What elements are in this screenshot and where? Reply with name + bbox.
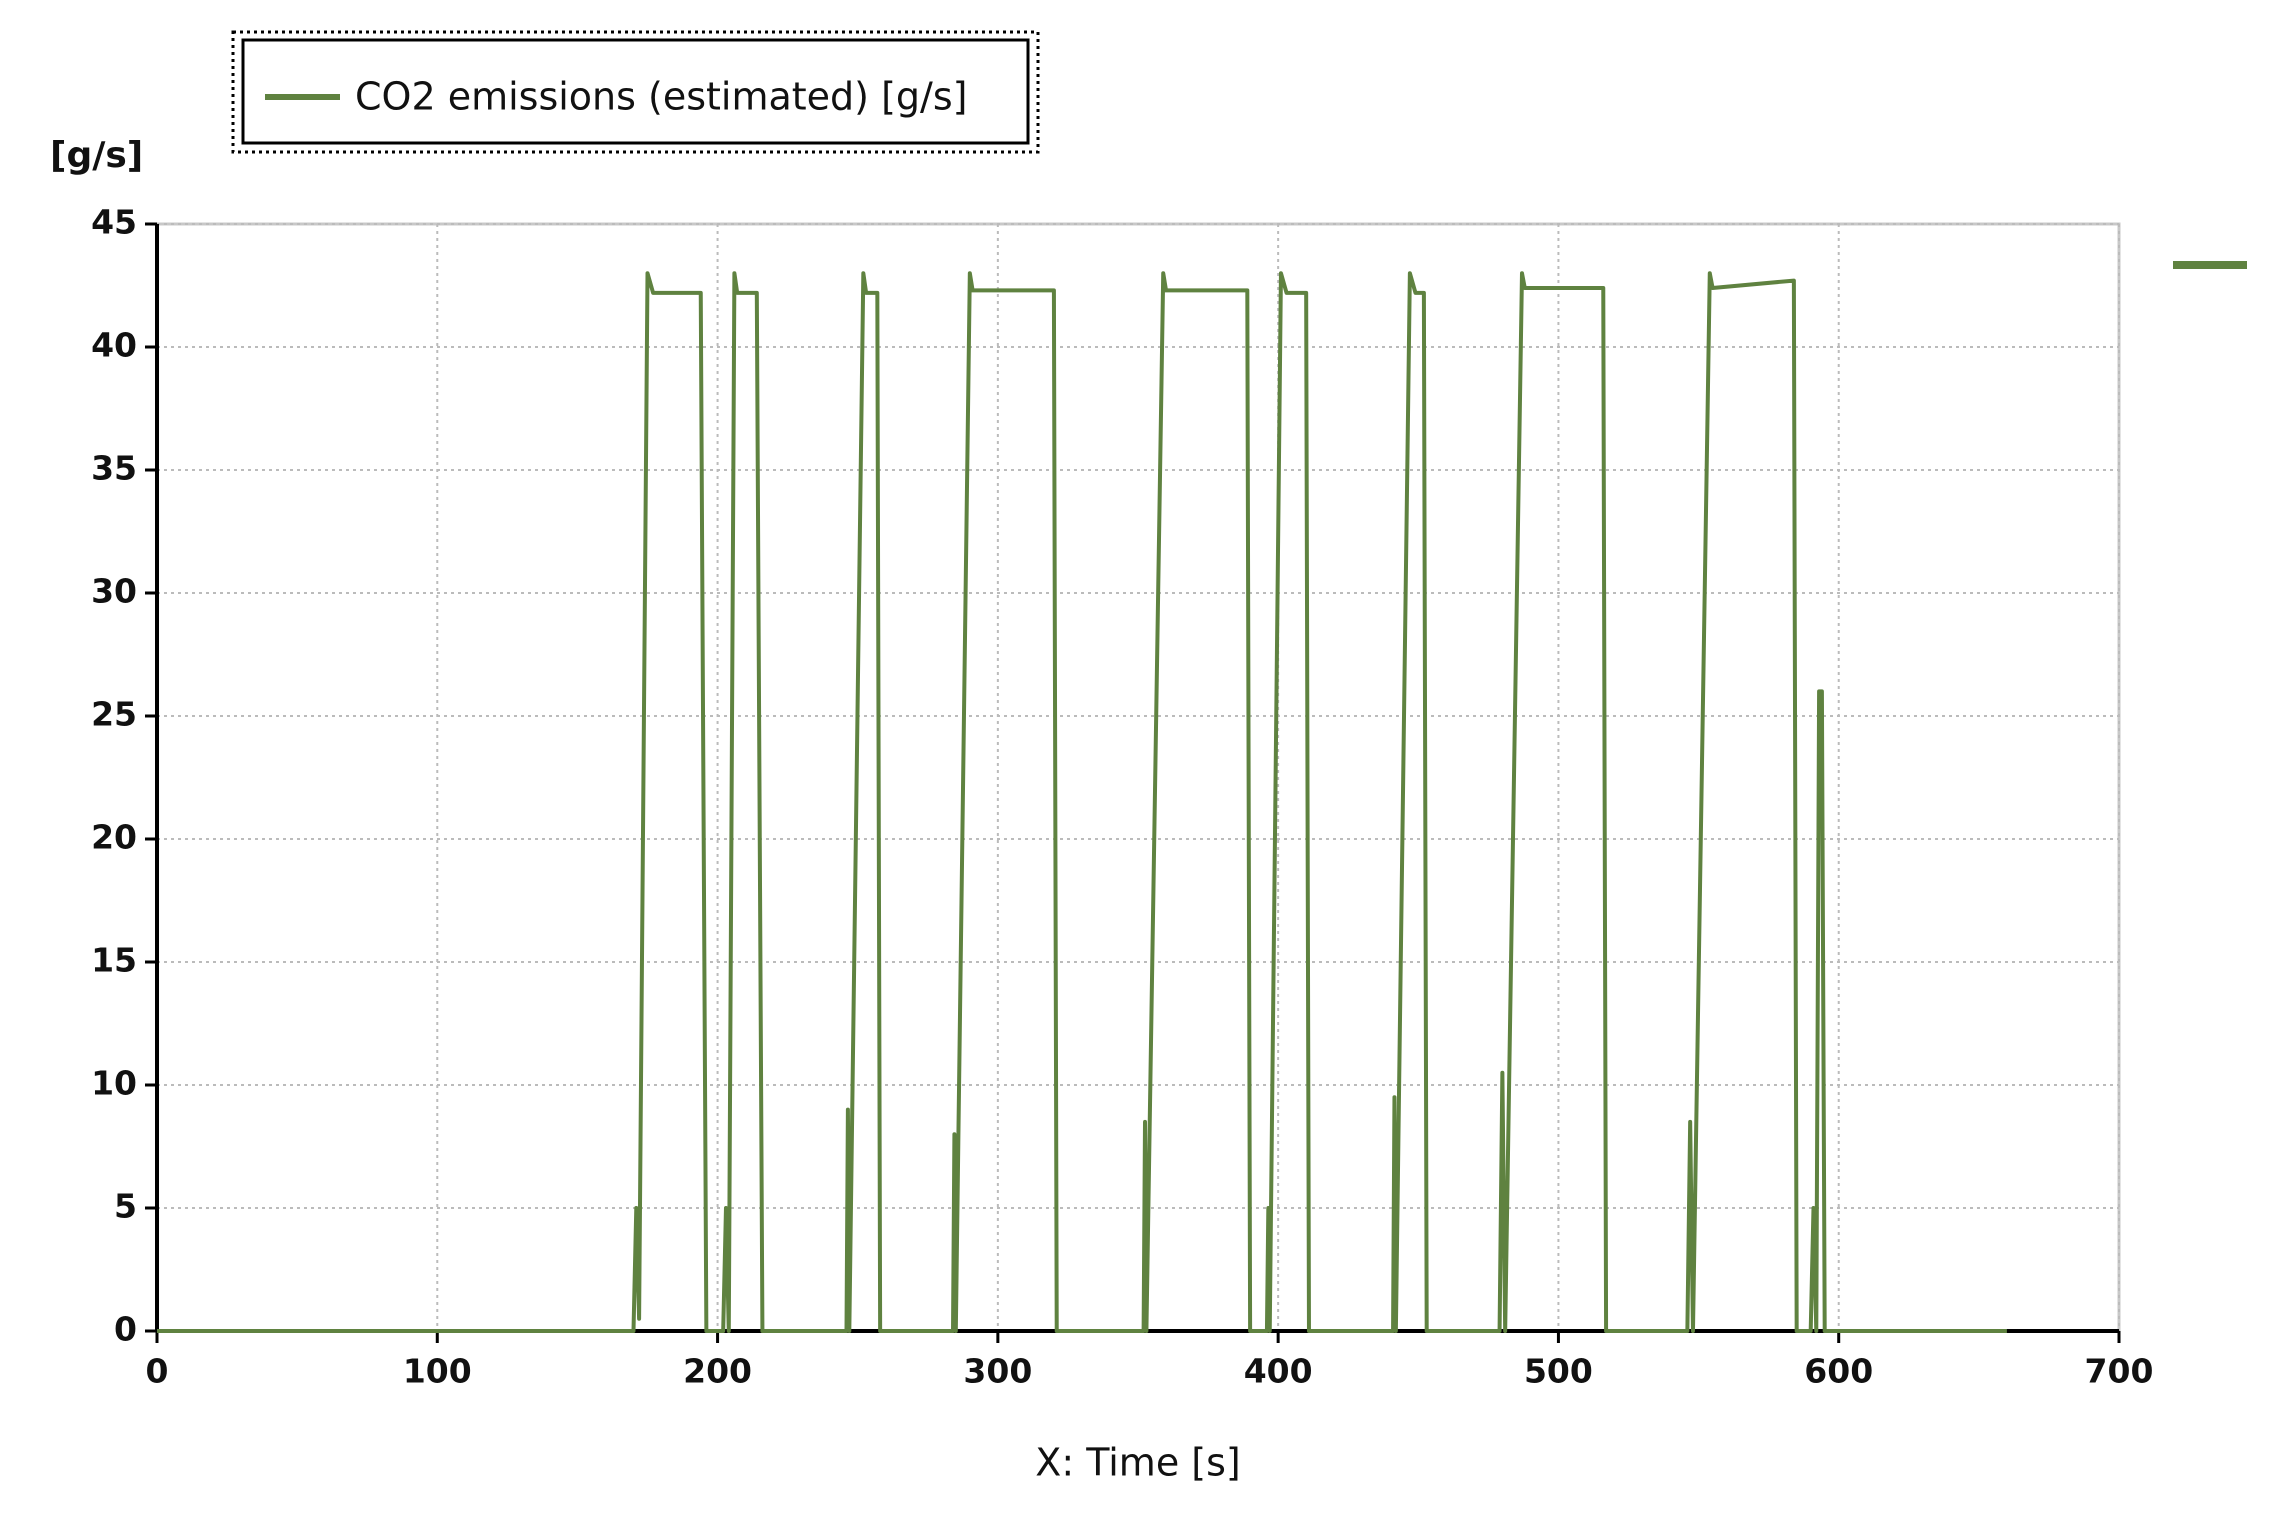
y-tick-label: 15: [91, 941, 137, 980]
plot-area: [155, 222, 2121, 1333]
y-tick-label: 5: [114, 1187, 137, 1226]
y-tick-label: 0: [114, 1310, 137, 1349]
legend-label: CO2 emissions (estimated) [g/s]: [355, 75, 967, 119]
x-tick-label: 100: [403, 1352, 472, 1391]
x-tick-label: 300: [963, 1352, 1032, 1391]
x-tick-label: 400: [1244, 1352, 1313, 1391]
x-tick-label: 700: [2085, 1352, 2154, 1391]
legend-box: [241, 38, 1030, 145]
y-tick-label: 45: [91, 203, 137, 242]
x-tick-label: 0: [146, 1352, 169, 1391]
y-tick-label: 35: [91, 449, 137, 488]
x-tick-label: 500: [1524, 1352, 1593, 1391]
y-axis-unit: [g/s]: [50, 135, 143, 176]
y-tick-label: 10: [91, 1064, 137, 1103]
y-tick-label: 30: [91, 572, 137, 611]
data-line: [157, 271, 2007, 1333]
x-axis-label: X: Time [s]: [1035, 1441, 1240, 1485]
x-tick-label: 200: [683, 1352, 752, 1391]
x-tick-label: 600: [1804, 1352, 1873, 1391]
y-tick-label: 25: [91, 695, 137, 734]
y-tick-label: 20: [91, 818, 137, 857]
y-tick-label: 40: [91, 326, 137, 365]
